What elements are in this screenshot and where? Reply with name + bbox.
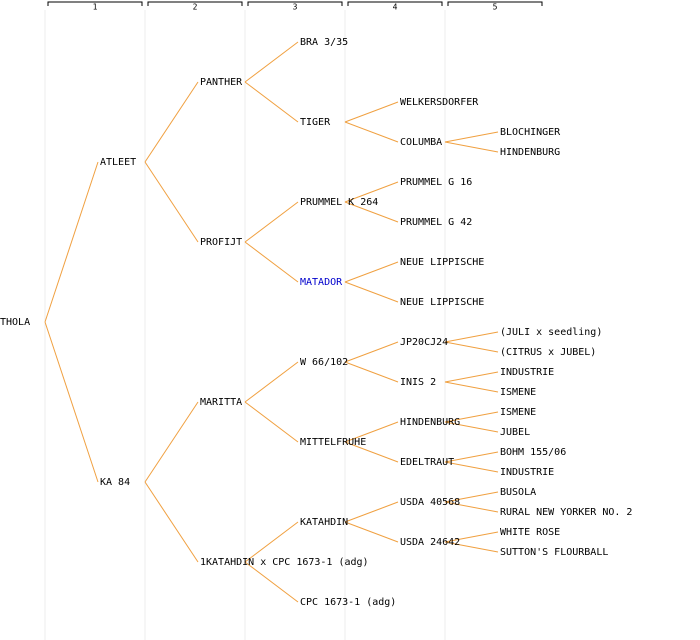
node-label: KATAHDIN xyxy=(300,517,348,528)
node-label: HINDENBURG xyxy=(400,417,460,428)
node-label: THOLA xyxy=(0,317,30,328)
edge xyxy=(144,161,199,243)
node-label: PROFIJT xyxy=(200,237,242,248)
node-label: MATADOR xyxy=(300,277,343,288)
column-separators: 1 2 3 4 5 xyxy=(44,1,543,640)
edge xyxy=(344,441,399,463)
node-label: SUTTON'S FLOURBALL xyxy=(500,547,608,558)
column-bracket xyxy=(147,1,243,6)
node-label: COLUMBA xyxy=(400,137,442,148)
edges xyxy=(44,41,499,603)
node-label: NEUE LIPPISCHE xyxy=(400,297,484,308)
edge xyxy=(44,321,99,483)
edge xyxy=(244,41,299,83)
edge xyxy=(444,371,499,383)
node-label: TIGER xyxy=(300,117,331,128)
labels: THOLA ATLEET PANTHER BRA 3/35 TIGER WELKERSDO… xyxy=(0,37,632,608)
node-label: RURAL NEW YORKER NO. 2 xyxy=(500,507,632,518)
node-label: MARITTA xyxy=(200,397,242,408)
edge xyxy=(344,521,399,543)
node-label: WHITE ROSE xyxy=(500,527,560,538)
column-number: 5 xyxy=(493,3,498,12)
node-label: BLOCHINGER xyxy=(500,127,561,138)
node-label: USDA 24642 xyxy=(400,537,460,548)
column-bracket xyxy=(47,1,143,6)
edge xyxy=(344,261,399,283)
column-bracket xyxy=(247,1,343,6)
edge xyxy=(444,131,499,143)
edge xyxy=(344,121,399,143)
node-label: INDUSTRIE xyxy=(500,467,554,478)
column-number: 2 xyxy=(193,3,198,12)
node-label: PRUMMEL G 42 xyxy=(400,217,472,228)
node-label: USDA 40568 xyxy=(400,497,460,508)
node-label: MITTELFRUHE xyxy=(300,437,366,448)
node-label: BRA 3/35 xyxy=(300,37,348,48)
edge xyxy=(244,561,299,603)
edge xyxy=(344,341,399,363)
edge xyxy=(444,451,499,463)
node-label: WELKERSDORFER xyxy=(400,97,479,108)
edge xyxy=(244,401,299,443)
edge xyxy=(444,341,499,353)
edge xyxy=(444,461,499,473)
node-label: PRUMMEL G 16 xyxy=(400,177,472,188)
node-label: W 66/102 xyxy=(300,357,348,368)
edge xyxy=(344,101,399,123)
edge xyxy=(244,521,299,563)
node-label: NEUE LIPPISCHE xyxy=(400,257,484,268)
edge xyxy=(244,81,299,123)
node-label: (JULI x seedling) xyxy=(500,327,602,338)
edge xyxy=(144,81,199,163)
node-label: ATLEET xyxy=(100,157,136,168)
edge xyxy=(444,331,499,343)
column-bracket xyxy=(447,1,543,6)
node-label: INDUSTRIE xyxy=(500,367,554,378)
node-label: JP20CJ24 xyxy=(400,337,448,348)
edge xyxy=(344,501,399,523)
node-label: INIS 2 xyxy=(400,377,436,388)
node-label: PANTHER xyxy=(200,77,243,88)
edge xyxy=(244,201,299,243)
node-label: PRUMMEL K 264 xyxy=(300,197,378,208)
column-number: 4 xyxy=(393,3,398,12)
column-number: 1 xyxy=(93,3,98,12)
edge xyxy=(144,401,199,483)
edge xyxy=(444,141,499,153)
edge xyxy=(344,201,399,223)
node-label: (CITRUS x JUBEL) xyxy=(500,347,596,358)
edge xyxy=(244,241,299,283)
node-label: CPC 1673-1 (adg) xyxy=(300,597,396,608)
node-label: BUSOLA xyxy=(500,487,536,498)
column-bracket xyxy=(347,1,443,6)
edge xyxy=(344,181,399,203)
edge xyxy=(444,541,499,553)
edge xyxy=(444,421,499,433)
node-label: ISMENE xyxy=(500,407,536,418)
edge xyxy=(344,421,399,443)
edge xyxy=(244,361,299,403)
node-label: 1KATAHDIN x CPC 1673-1 (adg) xyxy=(200,557,369,568)
node-label: BOHM 155/06 xyxy=(500,447,566,458)
column-number: 3 xyxy=(293,3,298,12)
edge xyxy=(444,491,499,503)
node-label: KA 84 xyxy=(100,477,130,488)
edge xyxy=(444,411,499,423)
node-label: EDELTRAUT xyxy=(400,457,454,468)
edge xyxy=(344,281,399,303)
node-label: HINDENBURG xyxy=(500,147,560,158)
edge xyxy=(344,361,399,383)
node-label: JUBEL xyxy=(500,427,530,438)
edge xyxy=(444,501,499,513)
edge xyxy=(144,481,199,563)
edge xyxy=(44,161,99,323)
edge xyxy=(444,381,499,393)
node-label: ISMENE xyxy=(500,387,536,398)
edge xyxy=(444,531,499,543)
